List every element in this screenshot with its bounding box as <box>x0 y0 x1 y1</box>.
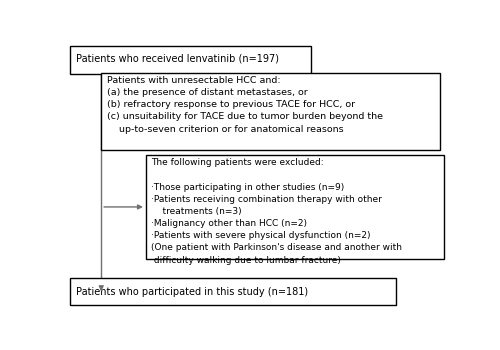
Text: Patients who participated in this study (n=181): Patients who participated in this study … <box>76 287 308 297</box>
FancyBboxPatch shape <box>70 278 396 305</box>
Text: Patients who received lenvatinib (n=197): Patients who received lenvatinib (n=197) <box>76 54 279 64</box>
FancyBboxPatch shape <box>70 46 310 74</box>
Text: Patients with unresectable HCC and:
(a) the presence of distant metastases, or
(: Patients with unresectable HCC and: (a) … <box>107 76 383 134</box>
FancyBboxPatch shape <box>146 155 444 259</box>
Text: The following patients were excluded:

·Those participating in other studies (n=: The following patients were excluded: ·T… <box>151 159 402 265</box>
FancyBboxPatch shape <box>101 73 440 150</box>
